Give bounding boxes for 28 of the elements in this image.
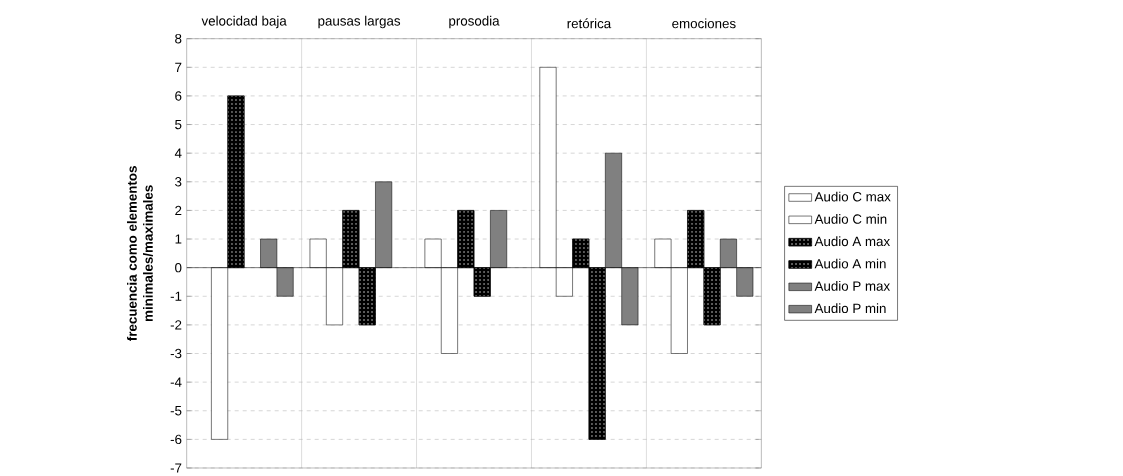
x-tick-label: emociones [672,18,736,29]
legend-label: Audio P min [814,303,886,314]
y-tick-label: 5 [175,119,182,130]
y-tick-label: 3 [175,177,182,187]
y-tick-label: -5 [170,406,182,416]
y-axis-title: frecuencia como elementos minimales/maximales [127,166,153,341]
y-tick-label: -3 [170,348,182,359]
y-tick-label: -1 [170,291,182,301]
y-tick-label: -2 [170,320,182,330]
y-tick-label: -6 [170,434,182,445]
y-tick-label: -7 [170,463,182,473]
y-tick-label: 1 [175,234,182,244]
legend-label: Audio P max [814,281,890,291]
y-tick-label: 0 [175,262,182,273]
y-tick-label: 7 [175,62,182,72]
legend-label: Audio C min [814,214,887,224]
x-tick-label: retórica [567,18,612,29]
y-tick-label: -4 [170,377,182,387]
legend-label: Audio C max [814,191,891,202]
y-tick-label: 2 [175,205,182,216]
x-tick-label: prosodia [449,15,500,29]
y-tick-label: 4 [174,148,182,158]
y-tick-label: 6 [175,91,182,101]
x-tick-label: pausas largas [318,15,401,29]
y-tick-label: 8 [175,33,182,44]
legend-label: Audio A max [814,236,890,247]
legend-label: Audio A min [814,258,886,269]
x-tick-label: velocidad baja [201,15,287,29]
